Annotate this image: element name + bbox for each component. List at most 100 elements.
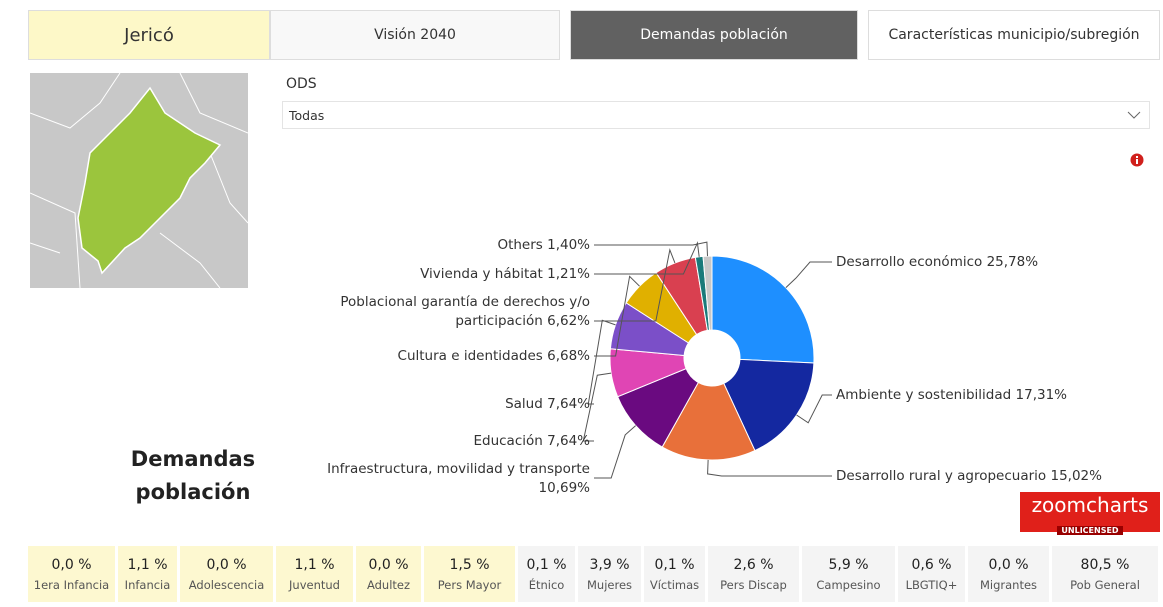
stat-value: 0,1 % [654,556,695,573]
slice-category: Educación [473,433,543,449]
stat-cell: 2,6 % Pers Discap [708,546,799,602]
stat-cell: 0,0 % Migrantes [968,546,1049,602]
stat-cell: 1,1 % Infancia [118,546,177,602]
slice-value: 10,69% [538,480,590,496]
chevron [1127,111,1141,119]
pie-chart [582,241,832,479]
stat-value: 0,0 % [206,556,247,573]
slice-value: 25,78% [986,254,1039,270]
slice-category: Others [497,237,543,253]
stat-cell: 0,6 % LBGTIQ+ [898,546,965,602]
slice-label: Educación 7,64% [300,432,590,451]
stat-label: Víctimas [649,577,700,592]
leader-line [594,425,636,479]
watermark-sub: UNLICENSED [1057,526,1123,535]
slice-category: Salud [505,396,543,412]
stat-label: Étnico [528,577,565,592]
info-icon[interactable] [1130,153,1144,167]
watermark: zoomcharts UNLICENSED [1020,492,1160,535]
leader-line [594,241,709,257]
stat-value: 3,9 % [589,556,630,573]
slice-label: Poblacional garantía de derechos y/o par… [300,293,590,331]
dropdown-value: Todas [289,108,325,123]
slice-category: Desarrollo rural y agropecuario [836,468,1047,484]
stat-label: Pers Discap [720,577,787,592]
slice-category: Desarrollo económico [836,254,983,270]
tab[interactable]: Demandas población [570,10,858,60]
slice-value: 17,31% [1015,387,1067,403]
dropdown[interactable]: Todas [282,101,1150,129]
leader-line [707,459,832,477]
slice-category: Poblacional garantía de derechos y/o par… [340,294,590,329]
stat-label: Pob General [1070,577,1140,592]
slice-label: Salud 7,64% [300,395,590,414]
slice-label: Infraestructura, movilidad y transporte … [300,460,590,498]
stat-value: 1,1 % [127,556,168,573]
stat-label: Adolescencia [188,577,265,592]
slice-value: 1,40% [547,237,590,253]
stat-cell: 3,9 % Mujeres [578,546,641,602]
slice-value: 1,21% [547,266,590,282]
stat-cell: 0,0 % Adolescencia [180,546,273,602]
stat-label: Adultez [366,577,411,592]
stat-label: Pers Mayor [437,577,502,592]
slice-label: Desarrollo económico 25,78% [836,253,1156,272]
leader-line [796,394,832,424]
slice-label: Desarrollo rural y agropecuario 15,02% [836,467,1156,486]
stat-cell: 1,5 % Pers Mayor [424,546,515,602]
tab[interactable]: Visión 2040 [270,10,560,60]
stat-value: 0,0 % [368,556,409,573]
stat-label: Juventud [289,577,340,592]
stat-cell: 5,9 % Campesino [802,546,895,602]
stat-label: 1era Infancia [33,577,110,592]
stat-cell: 80,5 % Pob General [1052,546,1158,602]
slice-category: Infraestructura, movilidad y transporte [327,461,590,477]
watermark-text: zoomcharts [1031,493,1149,517]
stat-label: Migrantes [979,577,1038,592]
stat-value: 2,6 % [733,556,774,573]
stats-bar: 0,0 % 1era Infancia 1,1 % Infancia 0,0 % Adol… [28,546,1161,602]
stat-value: 0,6 % [911,556,952,573]
map [30,73,248,288]
stat-label: Infancia [124,577,171,592]
leader-line [594,248,676,322]
pie-slice [711,255,815,364]
leader-line [785,261,832,289]
side-title: Demandas población [130,447,256,504]
pie-slice [702,255,713,331]
stat-cell: 0,0 % 1era Infancia [28,546,115,602]
leader-line [582,372,612,442]
slice-label: Ambiente y sostenibilidad 17,31% [836,386,1156,405]
stat-value: 0,0 % [51,556,92,573]
stat-cell: 0,1 % Étnico [518,546,575,602]
slice-value: 6,62% [547,313,590,329]
stat-cell: 0,1 % Víctimas [644,546,705,602]
slice-value: 6,68% [547,348,590,364]
stat-value: 1,1 % [294,556,335,573]
tab[interactable]: Jericó [28,10,270,60]
stat-cell: 0,0 % Adultez [356,546,421,602]
pie-slice [723,358,815,452]
leader-line [594,275,640,357]
slice-category: Cultura e identidades [397,348,543,364]
slice-label: Cultura e identidades 6,68% [300,347,590,366]
stat-cell: 1,1 % Juventud [276,546,353,602]
stat-value: 1,5 % [449,556,490,573]
stat-value: 0,0 % [988,556,1029,573]
slice-category: Ambiente y sostenibilidad [836,387,1012,403]
municipality-shape [77,86,222,275]
stat-label: Mujeres [586,577,633,592]
stat-value: 5,9 % [828,556,869,573]
stat-label: Campesino [816,577,881,592]
slice-value: 7,64% [547,433,590,449]
slice-label: Others 1,40% [300,236,590,255]
stat-value: 80,5 % [1080,556,1130,573]
tab[interactable]: Características municipio/subregión [868,10,1160,60]
slice-label: Vivienda y hábitat 1,21% [300,265,590,284]
slice-value: 7,64% [547,396,590,412]
pie-slice [661,381,756,461]
leader-line [594,241,700,275]
filter-label: ODS [286,76,317,92]
leader-line [587,319,616,405]
